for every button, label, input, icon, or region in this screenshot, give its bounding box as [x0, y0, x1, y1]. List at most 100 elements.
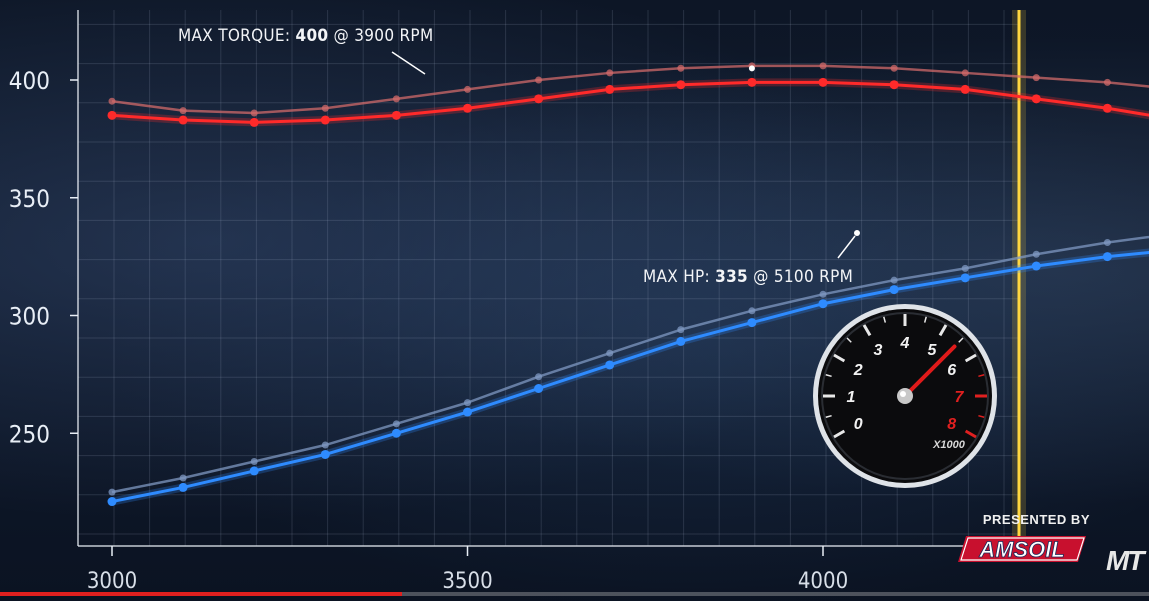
tach-label: 3 — [874, 342, 883, 359]
horsepower-point — [747, 318, 757, 328]
torque-point — [818, 77, 828, 87]
max-torque-annotation: MAX TORQUE: 400 @ 3900 RPM — [178, 26, 433, 46]
amsoil-wordmark: AMSOIL — [978, 537, 1065, 562]
torque-previous-point — [250, 109, 258, 117]
torque-line — [111, 80, 1149, 124]
horsepower-point — [676, 336, 686, 346]
hp-callout-line — [837, 235, 856, 259]
horsepower-previous-point — [250, 458, 258, 466]
max-torque-value: 400 — [296, 26, 329, 46]
video-progress-fill — [0, 592, 403, 596]
torque-point — [889, 80, 899, 90]
tach-tick — [958, 337, 964, 343]
horsepower-point — [391, 428, 401, 438]
torque-previous-point — [535, 76, 543, 84]
horsepower-point — [534, 384, 544, 394]
torque-previous-point — [606, 69, 614, 77]
horsepower-previous-point — [392, 420, 400, 428]
channel-logo: MT — [1106, 545, 1144, 576]
y-tick-label: 250 — [9, 420, 50, 448]
torque-point — [249, 117, 259, 127]
horsepower-point — [818, 299, 828, 309]
horsepower-point — [960, 273, 970, 283]
horsepower-line — [111, 250, 1149, 504]
horsepower-previous-point — [961, 264, 969, 272]
torque-point — [178, 115, 188, 125]
torque-callout-line — [391, 51, 426, 75]
horsepower-point — [178, 482, 188, 492]
tach-label: 7 — [955, 389, 965, 406]
horsepower-previous-point — [819, 290, 827, 298]
horsepower-previous-point — [464, 399, 471, 407]
y-tick-label: 350 — [9, 185, 50, 213]
torque-point — [391, 110, 401, 120]
tach-label: 8 — [947, 416, 956, 433]
right-edge-glow — [1012, 10, 1026, 546]
torque-point — [320, 115, 330, 125]
torque-previous-point — [321, 104, 329, 112]
max-hp-annotation: MAX HP: 335 @ 5100 RPM — [643, 267, 853, 287]
torque-point — [676, 80, 686, 90]
torque-point — [107, 110, 117, 120]
torque-previous-point — [1032, 74, 1040, 82]
torque-previous-point — [392, 95, 400, 103]
torque-point — [605, 84, 615, 94]
horsepower-point — [249, 466, 259, 476]
tach-label: 4 — [900, 335, 910, 352]
tach-label: 0 — [854, 416, 863, 433]
max-torque-suffix: @ 3900 RPM — [328, 26, 433, 46]
horsepower-point — [1102, 252, 1112, 262]
max-hp-prefix: MAX HP: — [643, 267, 715, 287]
horsepower-point — [463, 407, 472, 417]
torque-previous-line — [111, 64, 1149, 115]
horsepower-previous-point — [748, 307, 756, 315]
video-progress-track[interactable] — [0, 592, 1149, 596]
x-tick-label: 3000 — [87, 569, 137, 594]
tach-label: 2 — [853, 362, 863, 379]
horsepower-previous-point — [606, 349, 614, 357]
torque-point — [747, 77, 757, 87]
torque-previous-point — [1103, 78, 1111, 86]
horsepower-previous-point — [1103, 238, 1111, 246]
max-hp-suffix: @ 5100 RPM — [748, 267, 853, 287]
tach-label: 5 — [928, 342, 938, 359]
tach-label: 1 — [847, 389, 856, 406]
torque-previous-point — [890, 64, 898, 72]
horsepower-previous-point — [535, 373, 543, 381]
tach-tick — [883, 316, 887, 323]
torque-point — [463, 103, 472, 113]
tach-tick — [978, 374, 985, 378]
tach-tick — [978, 414, 985, 418]
tach-inner-ring — [821, 312, 989, 480]
horsepower-point — [107, 497, 117, 507]
max-torque-prefix: MAX TORQUE: — [178, 26, 296, 46]
amsoil-logo: AMSOIL — [958, 536, 1086, 562]
horsepower-point — [889, 285, 899, 295]
tach-needle — [903, 344, 957, 398]
tach-tick — [964, 353, 977, 363]
x-tick-label: 3500 — [442, 569, 492, 594]
tach-tick — [846, 337, 852, 343]
x-tick-label: 4000 — [798, 569, 848, 594]
torque-previous-point — [677, 64, 685, 72]
tach-tick — [833, 353, 846, 363]
horsepower-point — [605, 360, 615, 370]
torque-point — [1102, 103, 1112, 113]
tach-tick — [938, 324, 948, 337]
tach-tick — [862, 324, 872, 337]
horsepower-previous-point — [321, 441, 329, 449]
tach-tick — [833, 429, 846, 439]
annotation-layer: MAX TORQUE: 400 @ 3900 RPM MAX HP: 335 @ … — [178, 26, 860, 287]
torque-point — [960, 84, 970, 94]
torque-point — [1031, 94, 1041, 104]
horsepower-previous-line — [111, 235, 1149, 494]
y-tick-label: 300 — [9, 303, 50, 331]
torque-previous-point — [179, 107, 187, 115]
tach-tick — [964, 429, 977, 439]
x-axis-ticks: 30003500400045005000 — [87, 546, 848, 594]
max-hp-value: 335 — [715, 267, 748, 287]
horsepower-previous-point — [179, 474, 187, 482]
presented-by-text: PRESENTED BY — [982, 512, 1090, 527]
